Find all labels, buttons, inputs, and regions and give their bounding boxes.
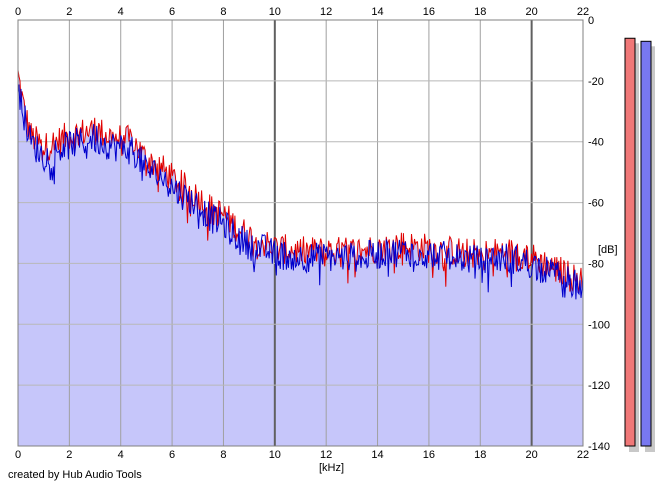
y-tick-label: -60 [588, 198, 604, 210]
x-tick-label-bottom: 16 [423, 449, 435, 461]
x-tick-label-top: 10 [269, 6, 281, 18]
x-tick-label-bottom: 20 [526, 449, 538, 461]
x-ticks-bottom: 0 2 4 6 8 10 12 14 16 18 20 22 [15, 449, 589, 461]
x-tick-label-top: 0 [15, 6, 21, 18]
y-ticks: 0 -20 -40 -60 -80 -100 -120 -140 [588, 15, 610, 453]
x-tick-label-top: 12 [320, 6, 332, 18]
x-tick-label-bottom: 22 [577, 449, 589, 461]
x-tick-label-bottom: 10 [269, 449, 281, 461]
y-tick-label: 0 [588, 15, 594, 27]
y-tick-label: -80 [588, 258, 604, 270]
x-tick-label-bottom: 8 [220, 449, 226, 461]
x-tick-label-bottom: 18 [474, 449, 486, 461]
series-line-2 [17, 84, 584, 300]
x-tick-label-top: 16 [423, 6, 435, 18]
plot-frame [17, 19, 584, 447]
x-tick-label-top: 18 [474, 6, 486, 18]
x-tick-label-bottom: 4 [118, 449, 124, 461]
y-tick-label: -120 [588, 380, 610, 392]
credit-text: created by Hub Audio Tools [8, 469, 142, 481]
x-axis-label: [kHz] [319, 462, 344, 474]
series-layer [17, 70, 584, 300]
level-meter-2 [640, 40, 652, 447]
x-tick-label-top: 22 [577, 6, 589, 18]
y-tick-label: -20 [588, 76, 604, 88]
grid-layer [18, 20, 583, 446]
x-tick-label-bottom: 0 [15, 449, 21, 461]
level-meters [624, 37, 655, 453]
y-tick-label: -140 [588, 441, 610, 453]
x-ticks-top: 0 2 4 6 8 10 12 14 16 18 20 22 [15, 6, 589, 18]
x-tick-label-top: 14 [371, 6, 383, 18]
x-tick-label-bottom: 12 [320, 449, 332, 461]
y-tick-label: -40 [588, 137, 604, 149]
x-tick-label-bottom: 14 [371, 449, 383, 461]
x-tick-label-top: 6 [169, 6, 175, 18]
level-meter-1 [624, 37, 636, 447]
x-tick-label-top: 2 [66, 6, 72, 18]
x-tick-label-top: 8 [220, 6, 226, 18]
x-tick-label-bottom: 6 [169, 449, 175, 461]
x-tick-label-bottom: 2 [66, 449, 72, 461]
y-tick-label: -100 [588, 319, 610, 331]
x-tick-label-top: 4 [118, 6, 124, 18]
x-tick-label-top: 20 [526, 6, 538, 18]
y-axis-label: [dB] [598, 244, 618, 256]
